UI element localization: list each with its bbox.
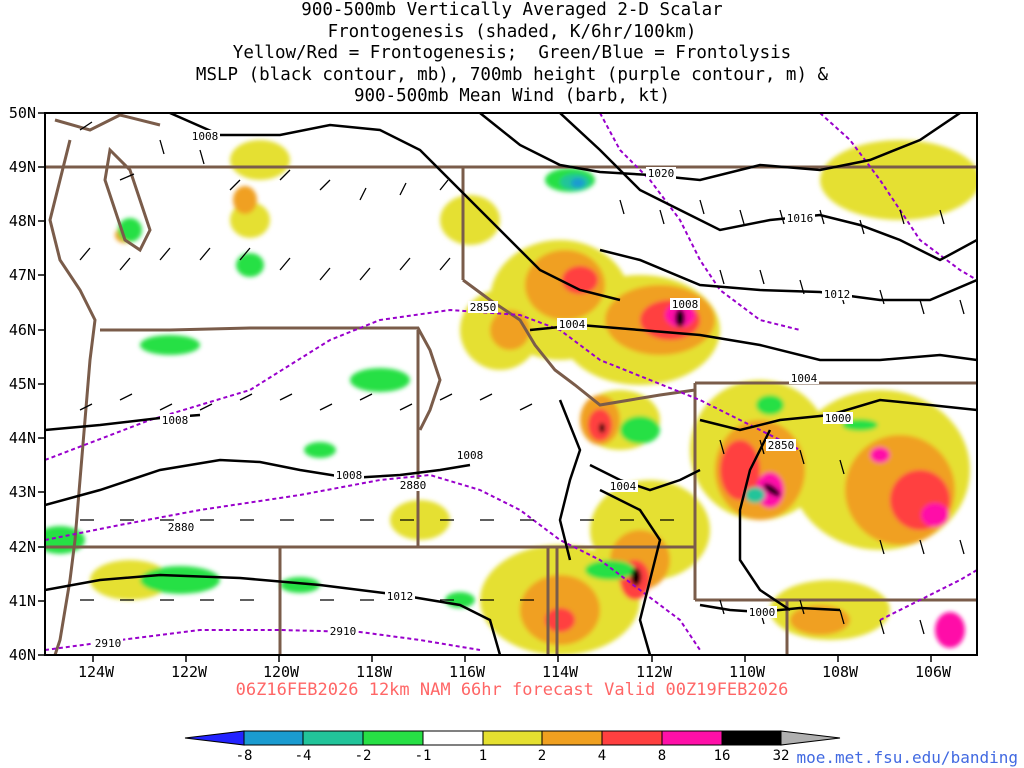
- colorbar-label: -1: [415, 748, 432, 764]
- mslp-label: 1008: [162, 414, 189, 427]
- mslp-label: 1012: [824, 288, 851, 301]
- lon-label: 124W: [78, 663, 115, 681]
- mslp-contours: [45, 113, 977, 655]
- frontogenesis-shading: [45, 140, 977, 655]
- mslp-label: 1020: [648, 167, 675, 180]
- lon-label: 106W: [915, 663, 952, 681]
- color-legend: -8 -4 -2 -1 1 2 4 8 16 32: [184, 730, 841, 764]
- lat-label: 50N: [9, 104, 36, 122]
- colorbar-swatch: [601, 730, 663, 746]
- height-label: 2910: [330, 625, 357, 638]
- lon-label: 116W: [449, 663, 486, 681]
- colorbar-swatch: [482, 730, 543, 746]
- lat-label: 49N: [9, 158, 36, 176]
- title-line: 900-500mb Mean Wind (barb, kt): [353, 86, 671, 106]
- colorbar-label: -8: [236, 748, 253, 764]
- lat-label: 48N: [9, 212, 36, 230]
- map-title: 900-500mb Vertically Averaged 2-D Scalar…: [0, 0, 1024, 108]
- lon-label: 112W: [636, 663, 673, 681]
- lon-label: 108W: [822, 663, 859, 681]
- height-label: 2850: [470, 301, 497, 314]
- state-borders: [45, 113, 977, 655]
- lon-label: 118W: [356, 663, 393, 681]
- lat-label: 45N: [9, 375, 36, 393]
- lon-label: 122W: [171, 663, 208, 681]
- colorbar-swatch: [243, 730, 304, 746]
- height-label: 2880: [400, 479, 427, 492]
- colorbar-swatch: [422, 730, 484, 746]
- colorbar-label: -2: [355, 748, 372, 764]
- mslp-label: 1008: [672, 298, 699, 311]
- mslp-label: 1004: [610, 480, 637, 493]
- colorbar-label: 2: [538, 748, 546, 764]
- lat-label: 42N: [9, 538, 36, 556]
- colorbar-label: 1: [479, 748, 487, 764]
- mslp-label: 1016: [787, 212, 814, 225]
- colorbar-swatch: [302, 730, 364, 746]
- mslp-label: 1000: [825, 412, 852, 425]
- lat-label: 44N: [9, 429, 36, 447]
- lat-label: 40N: [9, 646, 36, 664]
- colorbar-swatch: [362, 730, 424, 746]
- colorbar-swatch: [780, 730, 841, 746]
- height-label: 2850: [768, 439, 795, 452]
- axis-ticks: [38, 112, 932, 662]
- colorbar-label: 16: [714, 748, 731, 764]
- colorbar-label: 4: [598, 748, 606, 764]
- title-line: MSLP (black contour, mb), 700mb height (…: [195, 64, 829, 85]
- lat-label: 47N: [9, 266, 36, 284]
- title-line: 900-500mb Vertically Averaged 2-D Scalar: [301, 0, 723, 20]
- title-line: Yellow/Red = Frontogenesis; Green/Blue =…: [232, 43, 792, 63]
- colorbar-label: 8: [658, 748, 666, 764]
- height-label: 2910: [95, 637, 122, 650]
- mslp-label: 1004: [559, 318, 586, 331]
- mslp-label: 1012: [387, 590, 414, 603]
- colorbar-swatch: [721, 730, 782, 746]
- mslp-label: 1008: [336, 469, 363, 482]
- colorbar-swatch: [661, 730, 723, 746]
- lon-label: 120W: [263, 663, 300, 681]
- lat-label: 43N: [9, 483, 36, 501]
- lat-label: 41N: [9, 592, 36, 610]
- lon-label: 110W: [729, 663, 766, 681]
- mslp-label: 1008: [192, 130, 219, 143]
- colorbar-label: -4: [295, 748, 312, 764]
- mslp-label: 1000: [749, 606, 776, 619]
- colorbar-swatch: [184, 730, 245, 746]
- height-label: 2880: [168, 521, 195, 534]
- forecast-valid-time: 06Z16FEB2026 12km NAM 66hr forecast Vali…: [235, 680, 789, 700]
- title-line: Frontogenesis (shaded, K/6hr/100km): [327, 21, 697, 42]
- website-link[interactable]: moe.met.fsu.edu/banding: [796, 748, 1018, 767]
- mslp-label: 1008: [457, 449, 484, 462]
- colorbar-label: 32: [773, 748, 790, 764]
- mslp-label: 1004: [791, 372, 818, 385]
- lat-label: 46N: [9, 321, 36, 339]
- lon-label: 114W: [542, 663, 579, 681]
- colorbar-swatch: [541, 730, 603, 746]
